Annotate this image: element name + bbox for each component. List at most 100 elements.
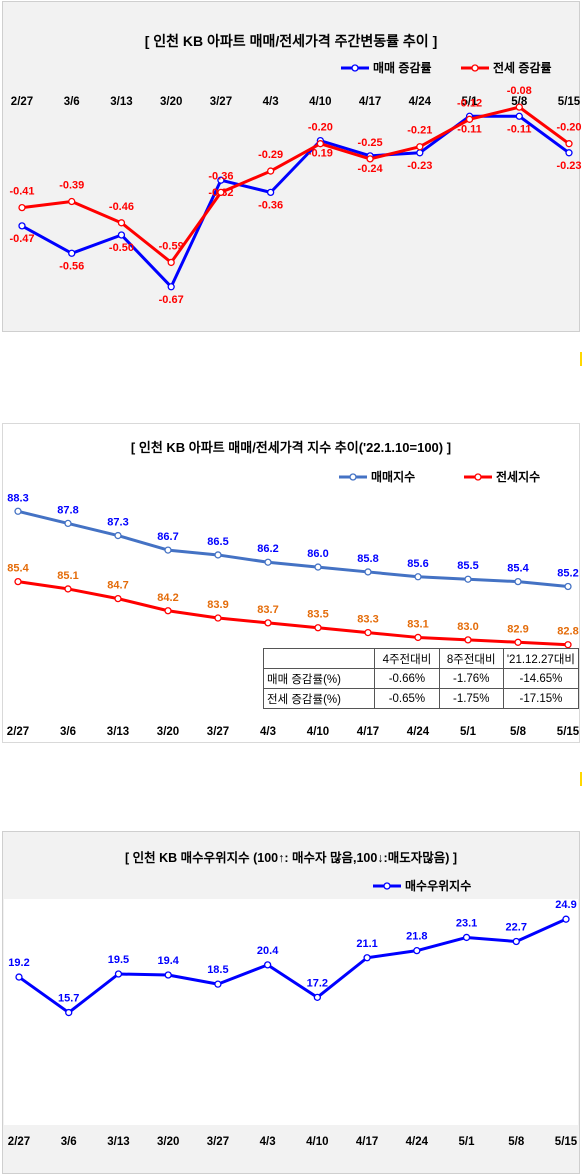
data-point: [65, 1008, 73, 1017]
data-label: 85.1: [57, 570, 78, 582]
data-label: -0.46: [109, 201, 134, 213]
data-label: 19.4: [157, 955, 179, 967]
x-tick-label: 3/13: [110, 96, 132, 108]
data-label: 82.8: [557, 626, 578, 638]
data-point: [464, 575, 472, 583]
data-label: -0.67: [159, 294, 184, 306]
data-point: [214, 614, 222, 622]
data-label: 82.9: [507, 623, 528, 635]
data-point: [416, 149, 424, 157]
data-point: [18, 203, 26, 212]
x-tick-label: 5/1: [459, 1136, 476, 1148]
x-tick-label: 5/8: [508, 1136, 525, 1148]
data-label: -0.19: [308, 148, 333, 160]
data-label: -0.39: [59, 180, 84, 192]
data-point: [114, 970, 123, 978]
x-tick-label: 5/15: [558, 96, 581, 108]
x-tick-label: 4/10: [307, 726, 329, 738]
yellow-marker: [580, 772, 582, 786]
data-point: [15, 973, 23, 981]
data-label: 83.0: [457, 621, 478, 633]
x-tick-label: 5/15: [557, 726, 580, 738]
data-label: -0.11: [507, 123, 531, 135]
table-cell: -0.66%: [374, 668, 440, 689]
x-tick-label: 3/13: [107, 726, 129, 738]
x-tick-label: 3/6: [61, 1136, 77, 1148]
x-tick-label: 2/27: [11, 96, 33, 108]
data-label: 21.8: [406, 931, 427, 943]
x-tick-label: 4/17: [356, 1136, 378, 1148]
data-point: [114, 531, 122, 540]
x-tick-label: 4/10: [306, 1136, 328, 1148]
data-point: [514, 638, 522, 646]
chart3-title: [ 인천 KB 매수우위지수 (100↑: 매수자 많음,100↓:매도자많음)…: [124, 851, 458, 865]
data-point: [64, 519, 72, 528]
legend-marker: [351, 64, 359, 72]
data-point: [214, 980, 222, 988]
x-tick-label: 4/24: [407, 726, 430, 738]
data-label: -0.24: [358, 163, 384, 175]
data-label: 85.2: [557, 567, 578, 579]
data-label: 83.3: [357, 614, 378, 626]
data-point: [313, 993, 322, 1002]
data-label: -0.12: [457, 97, 482, 109]
data-label: -0.47: [9, 233, 34, 245]
data-label: -0.36: [258, 199, 283, 211]
data-label: 83.7: [257, 604, 278, 616]
table-header-row: 4주전대비 8주전대비 '21.12.27대비: [262, 648, 580, 669]
data-label: 87.8: [57, 504, 78, 516]
data-label: 85.8: [357, 553, 378, 565]
data-point: [214, 551, 222, 559]
data-point: [314, 624, 322, 632]
data-point: [217, 176, 225, 184]
data-label: -0.21: [407, 125, 432, 137]
chart2-title: [ 인천 KB 아파트 매매/전세가격 지수 추이('22.1.10=100) …: [130, 440, 452, 455]
table-cell: -0.65%: [374, 688, 440, 709]
data-label: 85.4: [507, 563, 529, 575]
chart1-title: [ 인천 KB 아파트 매매/전세가격 주간변동률 추이 ]: [144, 33, 438, 49]
data-point: [515, 103, 523, 111]
data-point: [117, 219, 126, 227]
data-label: 88.3: [7, 492, 28, 504]
x-tick-label: 3/20: [157, 726, 179, 738]
data-point: [164, 971, 172, 979]
data-point: [562, 915, 570, 923]
x-tick-label: 2/27: [7, 726, 29, 738]
data-point: [564, 641, 572, 649]
data-point: [515, 112, 523, 120]
series-line-1: [21, 114, 570, 289]
table-cell: -17.15%: [502, 688, 580, 709]
data-point: [68, 249, 76, 257]
series-line-2: [21, 105, 570, 264]
data-label: -0.59: [159, 240, 184, 252]
data-label: 23.1: [456, 917, 477, 929]
data-point: [462, 933, 471, 942]
x-tick-label: 4/17: [357, 726, 379, 738]
data-point: [314, 563, 322, 571]
legend-label: 전세 증감률: [493, 60, 552, 75]
legend-label: 매매지수: [371, 469, 415, 484]
data-label: -0.36: [208, 170, 233, 182]
data-label: 15.7: [58, 993, 79, 1005]
data-label: -0.08: [507, 85, 532, 97]
x-tick-label: 3/27: [207, 1136, 229, 1148]
x-tick-label: 4/3: [260, 726, 276, 738]
x-tick-label: 3/27: [207, 726, 229, 738]
data-point: [366, 155, 374, 163]
buyer-dominance-chart-panel: [ 인천 KB 매수우위지수 (100↑: 매수자 많음,100↓:매도자많음)…: [2, 831, 580, 1174]
data-point: [364, 568, 372, 576]
series-line-2: [17, 580, 569, 647]
price-index-chart-panel: [ 인천 KB 아파트 매매/전세가격 지수 추이('22.1.10=100) …: [2, 423, 580, 743]
data-point: [416, 143, 424, 151]
data-point: [164, 607, 172, 615]
data-point: [164, 546, 172, 554]
data-point: [414, 633, 422, 642]
table-header-cell: '21.12.27대비: [502, 648, 580, 669]
data-label: -0.29: [258, 149, 283, 161]
x-tick-label: 3/20: [160, 96, 182, 108]
x-tick-label: 5/1: [460, 726, 477, 738]
data-label: 83.1: [407, 618, 428, 630]
data-point: [167, 283, 175, 291]
data-point: [117, 231, 126, 239]
table-row: 매매 증감률(%) -0.66% -1.76% -14.65%: [262, 668, 580, 689]
